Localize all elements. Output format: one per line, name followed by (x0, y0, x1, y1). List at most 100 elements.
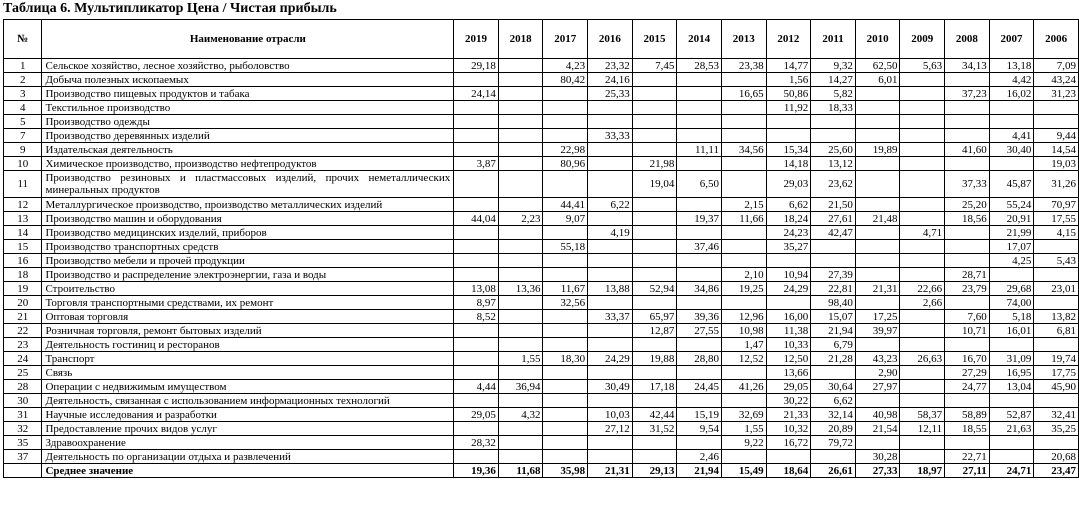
table-row: 12 Металлургическое производство, произво… (2, 197, 1079, 212)
pe-value-cell (944, 100, 990, 115)
pe-value-cell: 4,44 (453, 379, 499, 394)
pe-value-cell (587, 267, 633, 282)
industry-name: Производство и распределение электроэнер… (41, 267, 455, 282)
pe-value-cell: 4,41 (988, 128, 1035, 143)
pe-value-cell (497, 323, 544, 338)
pe-value-cell (497, 393, 544, 408)
pe-value-cell (631, 211, 678, 226)
pe-value-cell: 2,46 (676, 449, 722, 464)
industry-name: Производство резиновых и пластмассовых и… (41, 170, 455, 198)
average-value-cell: 35,98 (542, 463, 589, 478)
pe-value-cell (453, 323, 499, 338)
pe-value-cell: 24,45 (676, 379, 722, 394)
pe-value-cell (854, 239, 901, 254)
pe-value-cell: 32,56 (542, 295, 589, 310)
average-value-cell: 11,68 (497, 463, 544, 478)
pe-value-cell: 6,79 (810, 337, 856, 352)
pe-value-cell (587, 365, 633, 380)
pe-value-cell: 19,88 (631, 351, 678, 366)
pe-value-cell: 7,45 (631, 58, 678, 73)
pe-value-cell: 5,18 (988, 309, 1035, 324)
pe-value-cell: 17,25 (854, 309, 901, 324)
pe-value-cell: 5,43 (1033, 253, 1079, 268)
row-number: 12 (2, 197, 43, 212)
pe-value-cell: 16,01 (988, 323, 1035, 338)
industry-name: Издательская деятельность (41, 142, 455, 157)
row-number: 9 (2, 142, 43, 157)
pe-value-cell (497, 86, 544, 101)
pe-value-cell: 29,05 (453, 407, 499, 422)
pe-value-cell (497, 156, 544, 171)
pe-value-cell: 21,28 (810, 351, 856, 366)
average-value-cell: 29,13 (631, 463, 678, 478)
pe-value-cell (542, 435, 589, 450)
average-value-cell: 27,11 (944, 463, 990, 478)
pe-value-cell (720, 239, 767, 254)
pe-value-cell: 15,34 (765, 142, 812, 157)
pe-value-cell: 16,95 (988, 365, 1035, 380)
pe-value-cell (542, 393, 589, 408)
pe-value-cell (676, 435, 722, 450)
industry-name: Операции с недвижимым имуществом (41, 379, 455, 394)
pe-value-cell (810, 253, 856, 268)
pe-value-cell (497, 267, 544, 282)
pe-value-cell (899, 239, 946, 254)
pe-value-cell: 29,68 (988, 281, 1035, 296)
pe-value-cell: 23,62 (810, 170, 856, 198)
pe-value-cell: 27,97 (854, 379, 901, 394)
header-year: 2017 (542, 19, 589, 59)
pe-value-cell (720, 128, 767, 143)
row-number: 14 (2, 225, 43, 240)
pe-value-cell: 4,19 (587, 225, 633, 240)
pe-value-cell: 21,99 (988, 225, 1035, 240)
pe-value-cell (854, 156, 901, 171)
table-row: 31 Научные исследования и разработки 29,05… (2, 407, 1079, 422)
pe-value-cell (899, 449, 946, 464)
pe-value-cell: 25,60 (810, 142, 856, 157)
pe-value-cell: 1,55 (497, 351, 544, 366)
row-number: 21 (2, 309, 43, 324)
pe-value-cell: 12,11 (899, 421, 946, 436)
pe-value-cell (944, 393, 990, 408)
pe-value-cell (497, 114, 544, 129)
pe-value-cell: 4,32 (497, 407, 544, 422)
pe-value-cell: 37,46 (676, 239, 722, 254)
pe-value-cell: 21,94 (810, 323, 856, 338)
average-value-cell: 21,31 (587, 463, 633, 478)
pe-value-cell (854, 170, 901, 198)
table-row: 35 Здравоохранение 28,32 9,22 16,72 79,72 (2, 435, 1079, 450)
pe-value-cell: 27,12 (587, 421, 633, 436)
industry-name: Деятельность гостиниц и ресторанов (41, 337, 455, 352)
pe-value-cell (587, 114, 633, 129)
industry-name: Добыча полезных ископаемых (41, 72, 455, 87)
pe-value-cell (720, 225, 767, 240)
pe-value-cell: 19,74 (1033, 351, 1079, 366)
pe-value-cell (720, 393, 767, 408)
pe-value-cell (988, 114, 1035, 129)
pe-value-cell (720, 114, 767, 129)
pe-value-cell: 2,23 (497, 211, 544, 226)
pe-value-cell: 28,53 (676, 58, 722, 73)
pe-value-cell (854, 267, 901, 282)
pe-value-cell (497, 197, 544, 212)
pe-value-cell: 24,14 (453, 86, 499, 101)
table-row: 14 Производство медицинских изделий, приб… (2, 225, 1079, 240)
pe-value-cell (676, 393, 722, 408)
row-number: 35 (2, 435, 43, 450)
pe-value-cell (631, 86, 678, 101)
pe-value-cell: 37,23 (944, 86, 990, 101)
pe-value-cell (453, 142, 499, 157)
industry-name: Производство деревянных изделий (41, 128, 455, 143)
pe-value-cell: 12,50 (765, 351, 812, 366)
row-number: 7 (2, 128, 43, 143)
pe-value-cell (676, 197, 722, 212)
pe-value-cell (676, 72, 722, 87)
pe-value-cell (944, 337, 990, 352)
industry-name: Здравоохранение (41, 435, 455, 450)
pe-value-cell (497, 100, 544, 115)
pe-value-cell: 14,77 (765, 58, 812, 73)
pe-value-cell (676, 225, 722, 240)
pe-value-cell: 22,66 (899, 281, 946, 296)
average-value-cell: 23,47 (1033, 463, 1079, 478)
pe-value-cell: 70,97 (1033, 197, 1079, 212)
